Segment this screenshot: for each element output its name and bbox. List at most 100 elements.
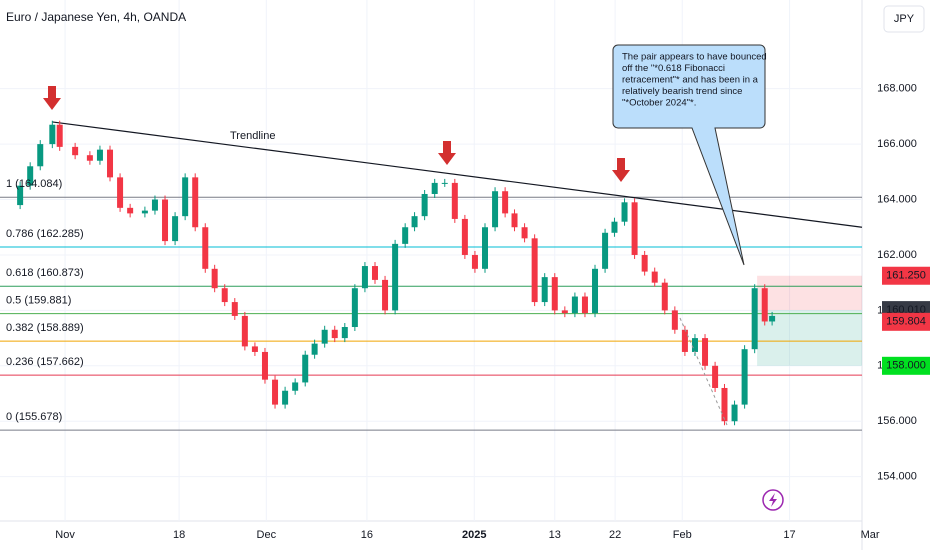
candle bbox=[641, 254, 648, 272]
trendline-label: Trendline bbox=[230, 130, 275, 142]
arrow bbox=[43, 86, 61, 110]
candle bbox=[311, 343, 318, 355]
candle bbox=[712, 365, 719, 388]
fib-label: 0.236 (157.662) bbox=[6, 356, 84, 368]
candle bbox=[361, 266, 368, 289]
y-tick-label: 154.000 bbox=[877, 471, 917, 483]
alert-icon[interactable] bbox=[762, 489, 784, 511]
y-tick-label: 156.000 bbox=[877, 415, 917, 427]
annotation-line: relatively bearish trend since bbox=[622, 86, 742, 97]
candle bbox=[602, 232, 609, 269]
candle bbox=[96, 149, 103, 161]
callout bbox=[612, 44, 766, 266]
candle bbox=[49, 124, 56, 145]
candle bbox=[272, 379, 279, 405]
candle bbox=[331, 329, 338, 339]
candle bbox=[261, 351, 268, 380]
fib-label: 0 (155.678) bbox=[6, 411, 62, 423]
candle bbox=[192, 177, 199, 228]
candle bbox=[492, 191, 499, 228]
candle bbox=[751, 288, 758, 350]
candle bbox=[107, 149, 114, 178]
candle bbox=[221, 288, 228, 303]
lightning bbox=[769, 493, 777, 507]
candle bbox=[231, 302, 238, 316]
candle bbox=[571, 296, 578, 314]
fib-label: 1 (164.084) bbox=[6, 178, 62, 190]
annotation-line: off the "*0.618 Fibonacci bbox=[622, 63, 725, 74]
x-tick-label: Nov bbox=[55, 529, 75, 541]
candle bbox=[282, 390, 289, 405]
plot bbox=[0, 0, 863, 521]
candle bbox=[392, 243, 399, 311]
y-tick-label: 164.000 bbox=[877, 193, 917, 205]
candle bbox=[371, 266, 378, 280]
candle bbox=[37, 144, 44, 167]
candle bbox=[461, 218, 468, 255]
x-tick-label: 2025 bbox=[462, 529, 486, 541]
price-tag bbox=[882, 266, 930, 285]
candle bbox=[661, 282, 668, 311]
candle bbox=[441, 182, 448, 184]
candle bbox=[182, 177, 189, 217]
candle bbox=[421, 193, 428, 217]
stop-zone bbox=[757, 275, 862, 311]
y-tick-label: 166.000 bbox=[877, 138, 917, 150]
candle bbox=[769, 315, 776, 322]
candle bbox=[592, 268, 599, 314]
candle bbox=[651, 271, 658, 283]
candle bbox=[471, 254, 478, 269]
candle bbox=[731, 404, 738, 422]
candle bbox=[351, 288, 358, 328]
candle bbox=[302, 354, 309, 383]
candle bbox=[761, 288, 768, 322]
candle bbox=[402, 227, 409, 244]
candle bbox=[691, 338, 698, 352]
price-tag-label: 158.000 bbox=[886, 360, 926, 372]
price-tag bbox=[882, 356, 930, 375]
candle bbox=[172, 216, 179, 242]
candle bbox=[621, 202, 628, 222]
fib-label: 0.786 (162.285) bbox=[6, 228, 84, 240]
x-tick-label: 16 bbox=[361, 529, 373, 541]
candle bbox=[117, 177, 124, 208]
candle bbox=[561, 310, 568, 314]
x-tick-label: 22 bbox=[609, 529, 621, 541]
candle bbox=[451, 182, 458, 219]
currency[interactable]: JPY bbox=[894, 13, 915, 25]
price-tag bbox=[882, 312, 930, 331]
candle bbox=[86, 155, 93, 161]
candle bbox=[681, 329, 688, 352]
chart-title: Euro / Japanese Yen, 4h, OANDA bbox=[6, 10, 186, 24]
currency-button[interactable] bbox=[883, 5, 925, 33]
candle bbox=[241, 315, 248, 347]
candle bbox=[127, 207, 134, 214]
arrow bbox=[438, 141, 456, 165]
candle bbox=[551, 277, 558, 311]
candle bbox=[162, 199, 169, 242]
candle bbox=[141, 210, 148, 214]
price-tag-label: 161.250 bbox=[886, 270, 926, 282]
fib-label: 0.618 (160.873) bbox=[6, 267, 84, 279]
candle bbox=[431, 182, 438, 194]
candle bbox=[671, 310, 678, 330]
x-tick-label: 17 bbox=[783, 529, 795, 541]
annotation-line: The pair appears to have bounced bbox=[622, 52, 767, 63]
dashed-line bbox=[679, 317, 728, 426]
candle bbox=[511, 213, 518, 228]
x-tick-label: Feb bbox=[673, 529, 692, 541]
candle bbox=[502, 191, 509, 214]
arrow bbox=[612, 158, 630, 182]
candle bbox=[202, 227, 209, 269]
candle bbox=[411, 216, 418, 228]
y-tick-label: 162.000 bbox=[877, 249, 917, 261]
x-tick-label: 18 bbox=[173, 529, 185, 541]
candle bbox=[611, 221, 618, 233]
x-tick-label: 13 bbox=[549, 529, 561, 541]
candle bbox=[72, 146, 79, 156]
annotation-line: retracement"* and has been in a bbox=[622, 75, 759, 86]
candle bbox=[631, 202, 638, 255]
fib-label: 0.382 (158.889) bbox=[6, 322, 84, 334]
candle bbox=[702, 338, 709, 366]
